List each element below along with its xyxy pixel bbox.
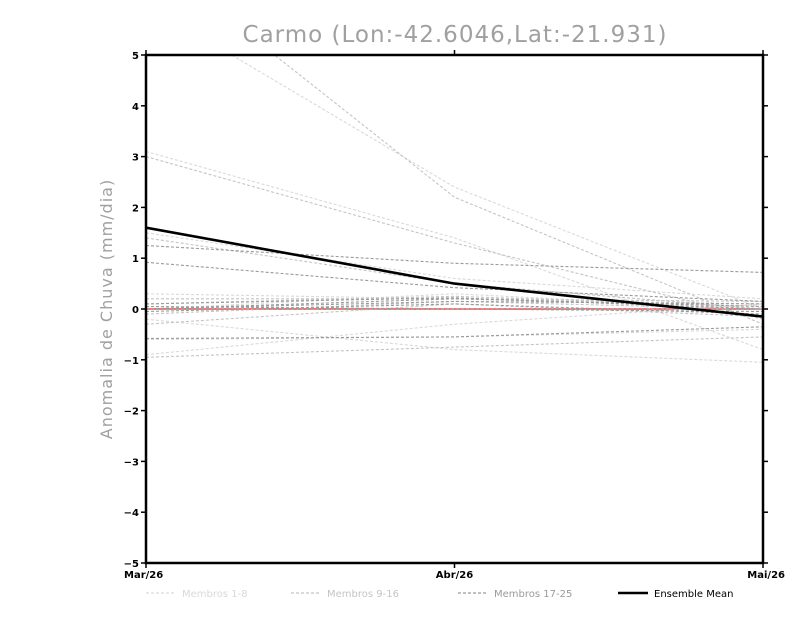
legend-item-1: Membros 1-8 [146, 589, 248, 600]
x-tick-label: Mai/26 [747, 570, 785, 581]
legend-label: Ensemble Mean [654, 589, 733, 600]
x-tick-label: Abr/26 [436, 570, 473, 581]
legend-item-3: Membros 17-25 [458, 589, 572, 600]
member-series-line-7 [146, 293, 763, 310]
legend-label: Membros 1-8 [182, 589, 248, 600]
member-series-line-10 [146, 156, 763, 320]
y-axis-label: Anomalia de Chuva (mm/dia) [97, 179, 116, 439]
member-series-line-23 [146, 303, 763, 315]
y-axis-ticks: −5 −4 −3 −2 −1 0 1 2 3 4 5 [124, 51, 768, 570]
y-tick-label: 4 [132, 102, 139, 113]
member-series-line-2 [146, 150, 763, 351]
member-series-line-1 [230, 55, 763, 310]
y-tick-label: 0 [132, 305, 139, 316]
member-series-line-15 [146, 298, 763, 302]
member-series-line-19 [146, 326, 763, 340]
y-tick-label: −2 [124, 407, 139, 418]
y-tick-label: −5 [124, 559, 139, 570]
legend-item-4: Ensemble Mean [618, 589, 733, 600]
member-series-line-3 [146, 293, 763, 305]
x-axis-ticks: Mar/26 Abr/26 Mai/26 [124, 50, 785, 581]
y-tick-label: −4 [124, 508, 139, 519]
member-series-line-24 [146, 300, 763, 310]
legend-item-2: Membros 9-16 [291, 589, 399, 600]
member-series-line-4 [146, 318, 763, 363]
member-series-line-14 [146, 303, 763, 325]
member-series-line-20 [146, 298, 763, 310]
x-tick-label: Mar/26 [124, 570, 163, 581]
ensemble-mean-layer [146, 226, 763, 318]
series-layer [146, 55, 763, 363]
y-tick-label: 5 [132, 51, 139, 62]
member-series-line-8 [146, 328, 763, 341]
legend-label: Membros 9-16 [327, 589, 399, 600]
ensemble-mean-line [146, 226, 763, 318]
member-series-line-12 [146, 336, 763, 358]
member-series-line-16 [146, 300, 763, 315]
legend-label: Membros 17-25 [494, 589, 572, 600]
y-tick-label: 3 [132, 153, 139, 164]
member-series-line-18 [146, 261, 763, 302]
member-series-line-17 [146, 244, 763, 273]
chart-title: Carmo (Lon:-42.6046,Lat:-21.931) [243, 22, 668, 48]
y-tick-label: −1 [124, 356, 139, 367]
legend: Membros 1-8 Membros 9-16 Membros 17-25 Ense… [146, 589, 733, 600]
y-tick-label: 1 [132, 254, 139, 265]
y-tick-label: −3 [124, 457, 139, 468]
member-series-line-5 [146, 303, 763, 356]
member-series-line-25 [146, 305, 763, 313]
member-series-line-22 [146, 297, 763, 310]
member-series-line-9 [273, 55, 763, 325]
y-tick-label: 2 [132, 203, 139, 214]
member-series-line-6 [146, 232, 763, 300]
